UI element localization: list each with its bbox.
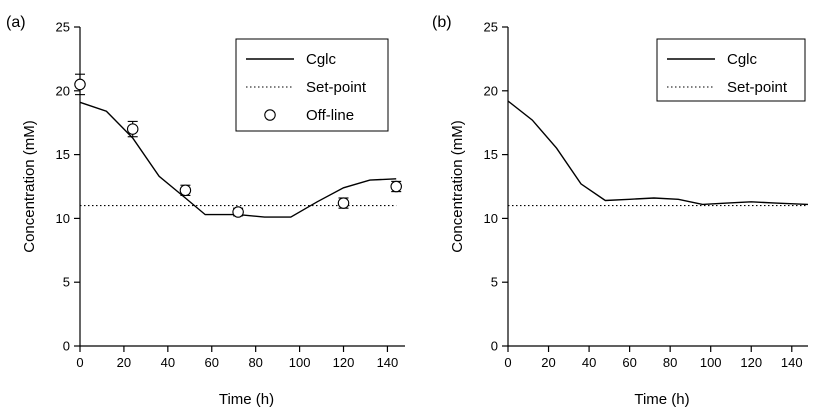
chart-panel-b: 0 5 10 15 20 25 0 20 40 60 80 100 120 140 Time (h) Conc… [432,14,809,408]
y-tick-label: 5 [491,275,498,290]
legend-swatch-off-line [264,109,276,121]
x-tick-label: 80 [248,355,262,370]
off-line-marker [74,78,86,91]
x-tick-label: 120 [740,355,762,370]
off-line-point [390,180,402,193]
x-tick-label: 100 [289,355,311,370]
x-tick-label: 100 [700,355,722,370]
y-tick-label: 5 [63,275,70,290]
legend-box [235,38,389,132]
x-tick-label: 60 [622,355,636,370]
x-tick-label: 0 [504,355,511,370]
y-tick-label: 0 [491,339,498,354]
y-tick-label: 0 [63,339,70,354]
legend-label: Cglc [727,51,758,68]
x-tick-label: 40 [582,355,596,370]
off-line-point [337,197,350,209]
y-tick-label: 15 [484,147,498,162]
legend-label: Off-line [306,107,354,124]
off-line-marker [126,123,139,135]
y-tick-label: 25 [484,20,498,35]
off-line-point [126,120,139,138]
y-tick-label: 10 [484,211,498,226]
x-tick-label: 0 [76,355,83,370]
off-line-point [74,73,86,96]
legend-label: Set-point [727,79,788,96]
x-tick-label: 140 [377,355,399,370]
panel-label: (b) [432,14,452,31]
off-line-marker [390,180,402,193]
x-axis-title: Time (h) [634,391,689,408]
legend-box [656,38,806,102]
off-line-marker [232,206,244,218]
chart-panel-a: 0 5 10 15 20 25 0 20 40 60 80 100 120 140 Time (h) Conc… [6,14,405,408]
legend: Cglc Set-point [656,38,806,102]
legend-label: Cglc [306,51,337,68]
off-line-marker [337,197,350,209]
x-tick-label: 120 [333,355,355,370]
y-axis-title: Concentration (mM) [21,120,38,253]
y-tick-label: 25 [56,20,70,35]
x-tick-label: 80 [663,355,677,370]
y-tick-label: 10 [56,211,70,226]
x-tick-label: 20 [117,355,131,370]
off-line-point [179,184,192,197]
x-tick-label: 40 [161,355,175,370]
cglc-line [507,100,809,206]
legend: Cglc Set-point Off-line [235,38,389,132]
x-tick-label: 60 [205,355,219,370]
y-tick-label: 20 [56,83,70,98]
legend-label: Set-point [306,79,367,96]
y-tick-label: 15 [56,147,70,162]
y-axis-title: Concentration (mM) [449,120,466,253]
off-line-marker [179,184,192,197]
off-line-point [232,206,244,218]
y-tick-label: 20 [484,83,498,98]
x-tick-label: 20 [541,355,555,370]
x-tick-label: 140 [781,355,803,370]
panel-label: (a) [6,14,26,31]
x-axis-title: Time (h) [219,391,274,408]
